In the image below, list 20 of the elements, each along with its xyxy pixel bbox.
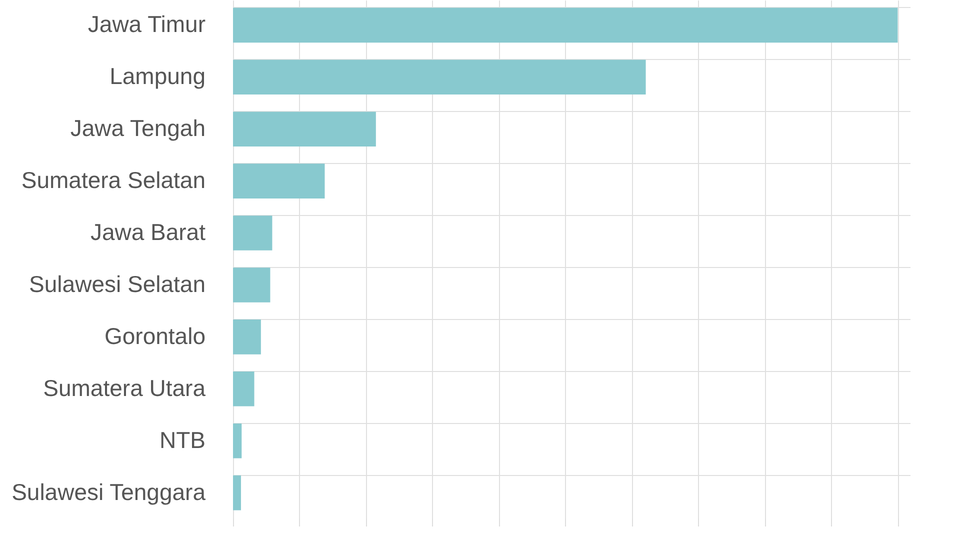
bar — [233, 423, 242, 458]
y-tick-label: NTB — [160, 426, 206, 453]
bar — [233, 268, 270, 302]
bar — [233, 164, 325, 198]
y-tick-label: Lampung — [110, 63, 206, 90]
y-tick-label: Gorontalo — [104, 322, 206, 349]
bar — [233, 60, 646, 95]
bar — [233, 112, 376, 147]
y-tick-label: Sumatera Selatan — [21, 167, 206, 194]
bar — [233, 320, 261, 354]
y-tick-label: Sulawesi Tenggara — [12, 478, 206, 505]
bar — [233, 216, 272, 250]
bar — [233, 371, 254, 406]
y-tick-label: Sumatera Utara — [43, 374, 206, 401]
bar — [233, 8, 898, 43]
y-tick-label: Jawa Barat — [90, 219, 206, 246]
bar — [233, 475, 241, 510]
y-tick-label: Sulawesi Selatan — [29, 270, 206, 297]
y-tick-label: Jawa Tengah — [70, 115, 206, 142]
y-tick-label: Jawa Timur — [88, 11, 206, 38]
